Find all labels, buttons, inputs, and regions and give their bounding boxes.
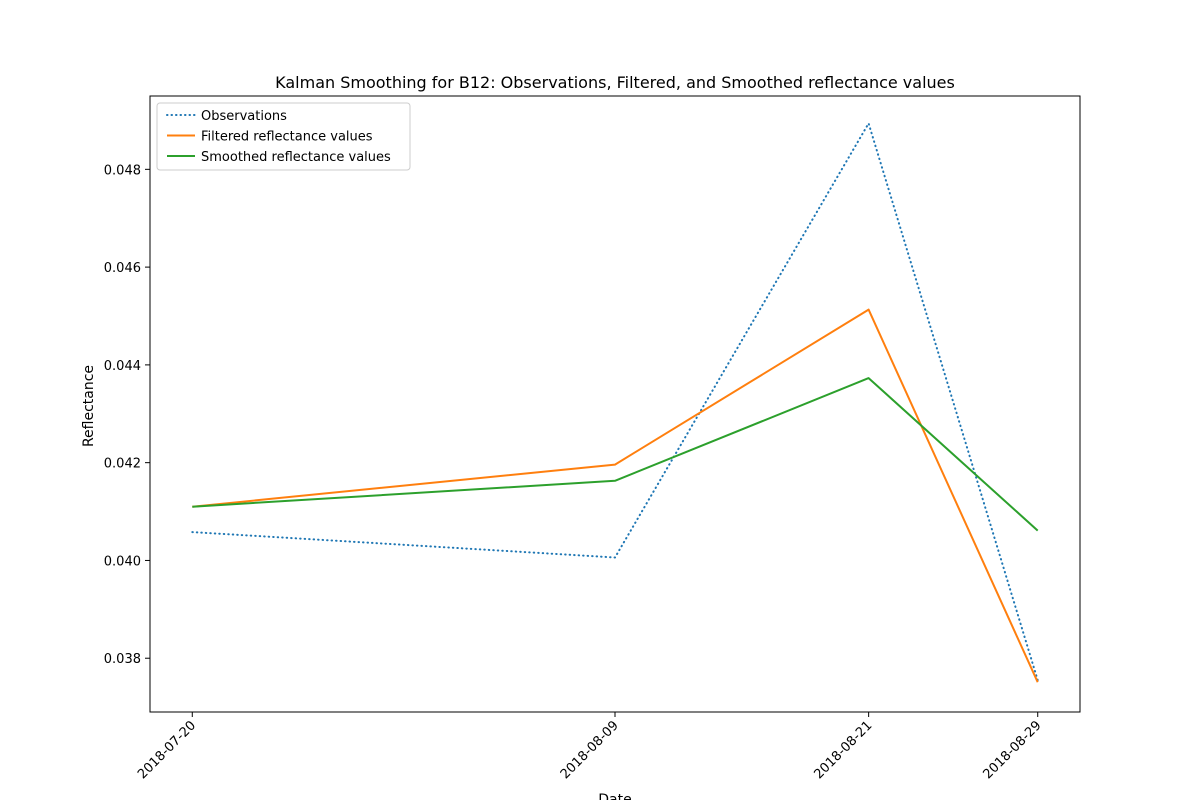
legend-label: Smoothed reflectance values <box>201 150 391 165</box>
legend-label: Filtered reflectance values <box>201 130 373 145</box>
y-tick-label: 0.040 <box>104 554 141 569</box>
y-axis: 0.038 0.040 0.042 0.044 0.046 0.048 <box>104 163 150 667</box>
legend-label: Observations <box>201 109 287 124</box>
x-axis-label: Date <box>598 792 631 800</box>
y-axis-label: Reflectance <box>81 365 97 447</box>
y-tick-label: 0.038 <box>104 652 141 667</box>
y-tick-label: 0.044 <box>104 359 141 374</box>
legend-box <box>156 102 411 171</box>
chart-title: Kalman Smoothing for B12: Observations, … <box>275 73 955 92</box>
series-layer <box>191 122 1039 683</box>
y-tick-label: 0.048 <box>104 163 141 178</box>
legend: Observations Filtered reflectance values S… <box>156 102 411 171</box>
y-tick-label: 0.046 <box>104 261 141 276</box>
y-tick-label: 0.042 <box>104 457 141 472</box>
series-line-1 <box>191 122 1039 682</box>
series-line-2 <box>192 308 1039 683</box>
series-line-3 <box>192 377 1039 532</box>
